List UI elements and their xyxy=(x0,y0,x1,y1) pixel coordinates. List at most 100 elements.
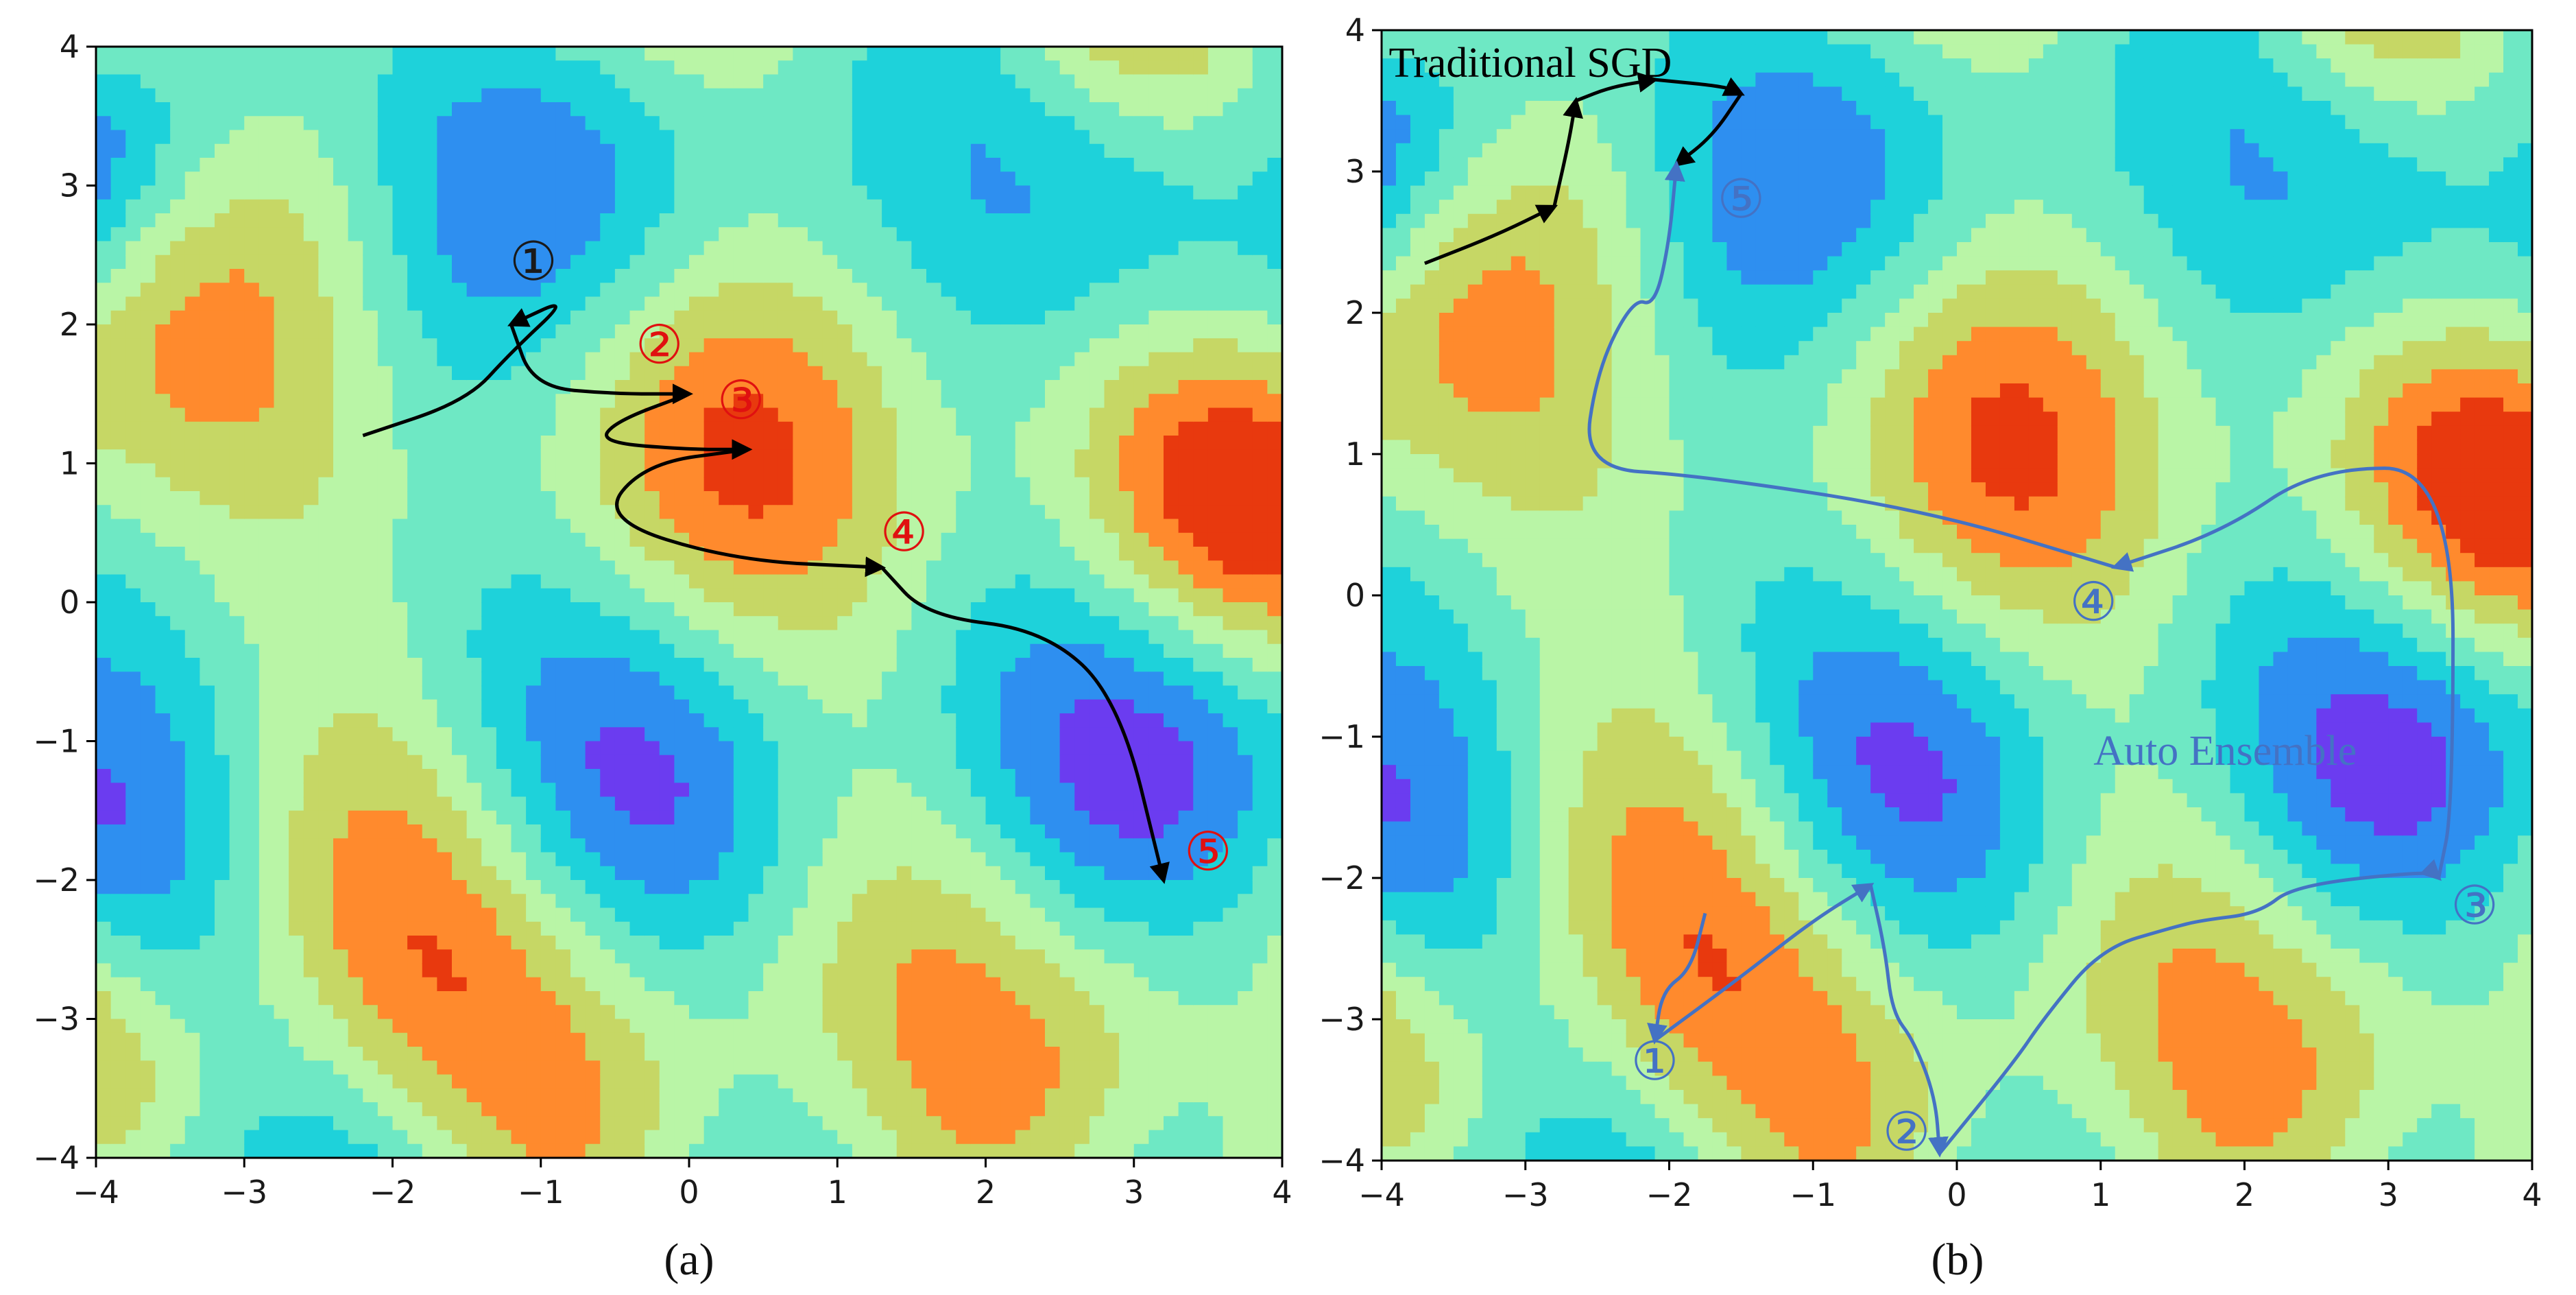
contour-cell xyxy=(318,824,334,840)
contour-cell xyxy=(882,74,898,89)
contour-cell xyxy=(808,394,823,409)
contour-cell xyxy=(793,491,808,506)
contour-cell xyxy=(303,1047,320,1062)
contour-cell xyxy=(719,769,734,784)
contour-cell xyxy=(200,143,215,158)
contour-cell xyxy=(377,1088,394,1103)
contour-cell xyxy=(496,324,512,340)
contour-cell xyxy=(629,338,645,353)
contour-cell xyxy=(763,921,779,936)
contour-cell xyxy=(570,921,586,936)
contour-cell xyxy=(733,74,749,89)
contour-cell xyxy=(555,130,571,145)
contour-cell xyxy=(200,1005,215,1020)
contour-cell xyxy=(748,783,764,798)
contour-cell xyxy=(896,102,913,117)
contour-cell xyxy=(215,436,230,451)
contour-cell xyxy=(140,810,156,825)
contour-cell xyxy=(496,796,512,811)
contour-cell xyxy=(778,241,794,256)
contour-cell xyxy=(941,547,957,562)
contour-cell xyxy=(422,47,438,62)
contour-cell xyxy=(555,269,571,284)
contour-cell xyxy=(377,47,394,62)
contour-cell xyxy=(911,783,927,798)
contour-cell xyxy=(748,380,764,395)
contour-cell xyxy=(837,1143,853,1159)
contour-cell xyxy=(481,143,497,158)
contour-cell xyxy=(985,1130,1001,1145)
contour-cell xyxy=(570,47,586,62)
contour-cell xyxy=(244,491,260,506)
contour-cell xyxy=(896,1088,913,1103)
contour-cell xyxy=(363,866,378,881)
contour-cell xyxy=(837,394,853,409)
contour-cell xyxy=(318,602,334,617)
contour-cell xyxy=(911,949,927,964)
contour-cell xyxy=(985,1032,1001,1047)
contour-cell xyxy=(333,1005,349,1020)
contour-cell xyxy=(763,991,779,1006)
contour-cell xyxy=(452,643,468,658)
contour-cell xyxy=(200,949,215,964)
contour-cell xyxy=(956,1130,972,1145)
contour-cell xyxy=(852,699,868,714)
contour-cell xyxy=(882,241,898,256)
contour-cell xyxy=(184,310,201,325)
contour-cell xyxy=(244,102,260,117)
contour-cell xyxy=(956,519,972,534)
contour-cell xyxy=(763,838,779,853)
contour-cell xyxy=(229,241,245,256)
contour-cell xyxy=(748,1047,764,1062)
contour-cell xyxy=(970,324,987,340)
contour-cell xyxy=(318,394,334,409)
contour-cell xyxy=(496,783,512,798)
contour-cell xyxy=(200,1143,215,1159)
contour-cell xyxy=(614,143,631,158)
contour-cell xyxy=(793,547,808,562)
contour-cell xyxy=(600,491,616,506)
contour-cell xyxy=(629,491,645,506)
contour-cell xyxy=(511,949,527,964)
contour-cell xyxy=(289,102,304,117)
contour-cell xyxy=(422,852,438,867)
contour-cell xyxy=(896,1130,913,1145)
contour-cell xyxy=(867,977,882,992)
contour-cell xyxy=(407,47,423,62)
contour-cell xyxy=(125,560,141,575)
contour-cell xyxy=(377,60,394,75)
contour-cell xyxy=(229,949,245,964)
contour-cell xyxy=(985,88,1001,103)
contour-cell xyxy=(808,241,823,256)
contour-cell xyxy=(733,283,749,298)
contour-cell xyxy=(125,199,141,214)
contour-cell xyxy=(170,672,186,687)
contour-cell xyxy=(200,685,215,700)
contour-cell xyxy=(377,519,394,534)
contour-cell xyxy=(882,421,898,436)
contour-cell xyxy=(318,130,334,145)
contour-cell xyxy=(258,477,275,492)
contour-cell xyxy=(170,296,186,311)
contour-cell xyxy=(452,283,468,298)
contour-cell xyxy=(407,241,423,256)
contour-cell xyxy=(659,1088,675,1103)
contour-cell xyxy=(645,505,660,520)
contour-cell xyxy=(867,463,882,478)
contour-cell xyxy=(540,352,557,367)
contour-cell xyxy=(96,338,112,353)
contour-cell xyxy=(970,185,987,200)
contour-cell xyxy=(244,519,260,534)
contour-cell xyxy=(645,1102,660,1117)
contour-cell xyxy=(452,991,468,1006)
contour-cell xyxy=(215,741,230,756)
contour-cell xyxy=(125,60,141,75)
contour-cell xyxy=(392,1032,408,1047)
contour-cell xyxy=(793,185,808,200)
contour-cell xyxy=(363,1102,378,1117)
contour-cell xyxy=(110,213,127,228)
contour-cell xyxy=(422,838,438,853)
contour-cell xyxy=(155,436,171,451)
contour-cell xyxy=(629,713,645,728)
contour-cell xyxy=(941,269,957,284)
